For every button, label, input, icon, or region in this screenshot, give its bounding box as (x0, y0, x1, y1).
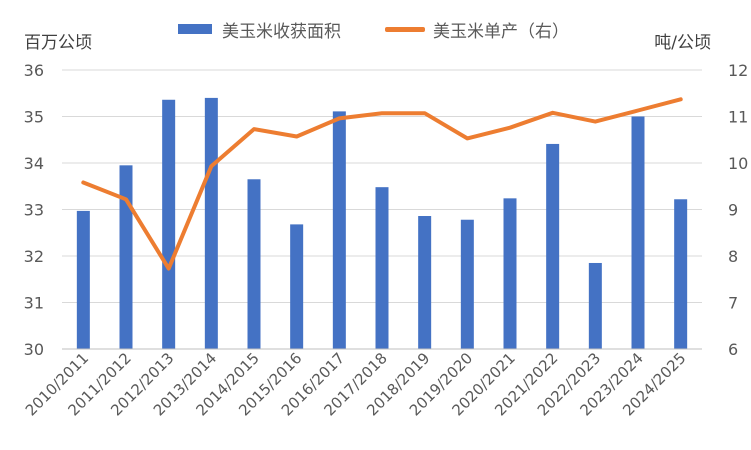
left-tick-label: 36 (24, 61, 44, 80)
legend-swatch-line (385, 26, 425, 32)
right-tick-label: 7 (728, 294, 738, 313)
right-tick-label: 11 (728, 108, 748, 127)
bar (332, 111, 346, 349)
bar (247, 179, 261, 349)
legend: 美玉米收获面积 美玉米单产（右） (0, 16, 751, 42)
bar (290, 224, 304, 349)
left-axis-unit: 百万公顷 (24, 33, 92, 53)
bar (76, 210, 90, 349)
bar (588, 262, 602, 349)
right-axis-unit: 吨/公顷 (654, 33, 711, 53)
bar (162, 99, 176, 349)
left-tick-label: 33 (24, 201, 44, 220)
left-tick-label: 31 (24, 294, 44, 313)
left-tick-label: 34 (24, 154, 44, 173)
bar (375, 187, 389, 349)
legend-label-yield: 美玉米单产（右） (433, 21, 569, 42)
bar (204, 97, 218, 350)
bar (674, 199, 688, 349)
left-tick-label: 35 (24, 108, 44, 127)
bar (631, 116, 645, 349)
legend-label-area: 美玉米收获面积 (222, 21, 341, 42)
right-tick-label: 10 (728, 154, 748, 173)
legend-item-yield: 美玉米单产（右） (385, 16, 569, 42)
legend-swatch-bar (178, 24, 212, 34)
right-tick-label: 8 (728, 247, 738, 266)
bar (418, 216, 432, 349)
right-tick-label: 12 (728, 61, 748, 80)
yield-line (81, 97, 683, 271)
right-tick-label: 9 (728, 201, 738, 220)
left-tick-label: 32 (24, 247, 44, 266)
right-tick-label: 6 (728, 340, 738, 359)
bar (546, 143, 560, 349)
legend-item-area: 美玉米收获面积 (178, 16, 341, 42)
bar (460, 219, 474, 349)
left-tick-label: 30 (24, 340, 44, 359)
bar (503, 198, 517, 349)
bar (119, 165, 133, 349)
